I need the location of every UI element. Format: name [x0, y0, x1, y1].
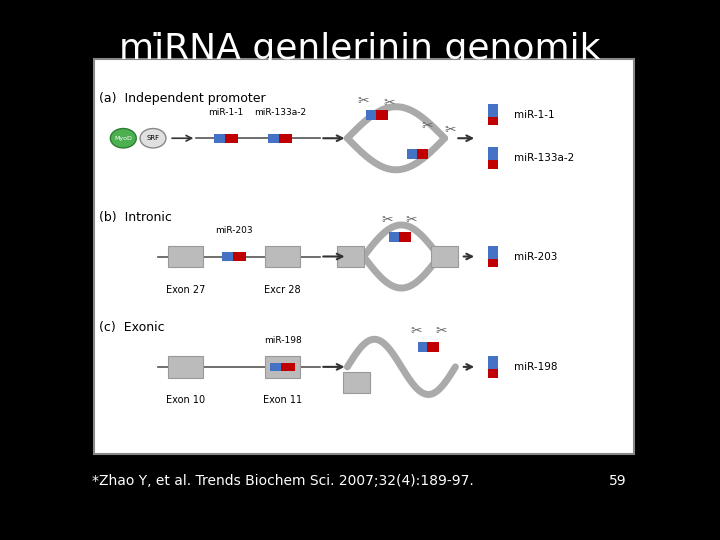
Text: organizasyonları: organizasyonları [212, 91, 508, 125]
FancyBboxPatch shape [214, 134, 227, 143]
Text: ✂: ✂ [381, 213, 392, 227]
FancyBboxPatch shape [168, 356, 203, 377]
FancyBboxPatch shape [268, 134, 281, 143]
Text: SRF: SRF [146, 135, 160, 141]
FancyBboxPatch shape [488, 259, 498, 267]
Text: ✂: ✂ [444, 123, 456, 137]
FancyBboxPatch shape [407, 149, 418, 159]
FancyBboxPatch shape [233, 252, 246, 261]
FancyBboxPatch shape [271, 362, 284, 371]
FancyBboxPatch shape [428, 342, 439, 352]
FancyBboxPatch shape [222, 252, 235, 261]
FancyBboxPatch shape [431, 246, 458, 267]
Text: Exon 27: Exon 27 [166, 285, 205, 295]
FancyBboxPatch shape [416, 149, 428, 159]
Text: *Zhao Y, et al. Trends Biochem Sci. 2007;32(4):189-97.: *Zhao Y, et al. Trends Biochem Sci. 2007… [91, 474, 474, 488]
Text: 59: 59 [608, 474, 626, 488]
Circle shape [140, 129, 166, 148]
FancyBboxPatch shape [282, 362, 294, 371]
FancyBboxPatch shape [488, 356, 498, 369]
FancyBboxPatch shape [366, 110, 378, 119]
Text: (b)  Intronic: (b) Intronic [99, 211, 172, 224]
FancyBboxPatch shape [389, 232, 401, 242]
FancyBboxPatch shape [168, 246, 203, 267]
FancyBboxPatch shape [488, 160, 498, 169]
Text: miR-1-1: miR-1-1 [514, 110, 554, 119]
Text: MyoD: MyoD [114, 136, 132, 141]
FancyBboxPatch shape [488, 117, 498, 125]
FancyBboxPatch shape [225, 134, 238, 143]
Text: Excr 28: Excr 28 [264, 285, 301, 295]
Text: miR-133a-2: miR-133a-2 [254, 107, 306, 117]
FancyBboxPatch shape [94, 59, 634, 454]
FancyBboxPatch shape [343, 372, 370, 394]
FancyBboxPatch shape [488, 104, 498, 117]
FancyBboxPatch shape [488, 369, 498, 377]
Text: miR-198: miR-198 [514, 362, 557, 372]
Text: (c)  Exonic: (c) Exonic [99, 321, 165, 334]
Text: miR-133a-2: miR-133a-2 [514, 153, 574, 163]
Text: miR-198: miR-198 [264, 336, 302, 345]
FancyBboxPatch shape [488, 147, 498, 160]
Text: ✂: ✂ [435, 323, 446, 338]
Text: (a)  Independent promoter: (a) Independent promoter [99, 92, 266, 105]
Text: mi̇RNA genlerinin genomik: mi̇RNA genlerinin genomik [120, 32, 600, 65]
FancyBboxPatch shape [279, 134, 292, 143]
Text: Exon 11: Exon 11 [263, 395, 302, 406]
FancyBboxPatch shape [336, 246, 364, 267]
Text: Exon 10: Exon 10 [166, 395, 205, 406]
FancyBboxPatch shape [376, 110, 388, 119]
Text: ✂: ✂ [384, 96, 395, 110]
FancyBboxPatch shape [488, 246, 498, 259]
Text: miR-203: miR-203 [514, 252, 557, 261]
FancyBboxPatch shape [265, 246, 300, 267]
Text: ✂: ✂ [421, 119, 433, 133]
Text: ✂: ✂ [358, 94, 369, 108]
Text: ✂: ✂ [405, 213, 417, 227]
FancyBboxPatch shape [399, 232, 410, 242]
FancyBboxPatch shape [418, 342, 429, 352]
Text: miR-1-1: miR-1-1 [208, 107, 243, 117]
Text: miR-203: miR-203 [215, 226, 253, 235]
Circle shape [110, 129, 136, 148]
Text: ✂: ✂ [410, 323, 423, 338]
FancyBboxPatch shape [265, 356, 300, 377]
